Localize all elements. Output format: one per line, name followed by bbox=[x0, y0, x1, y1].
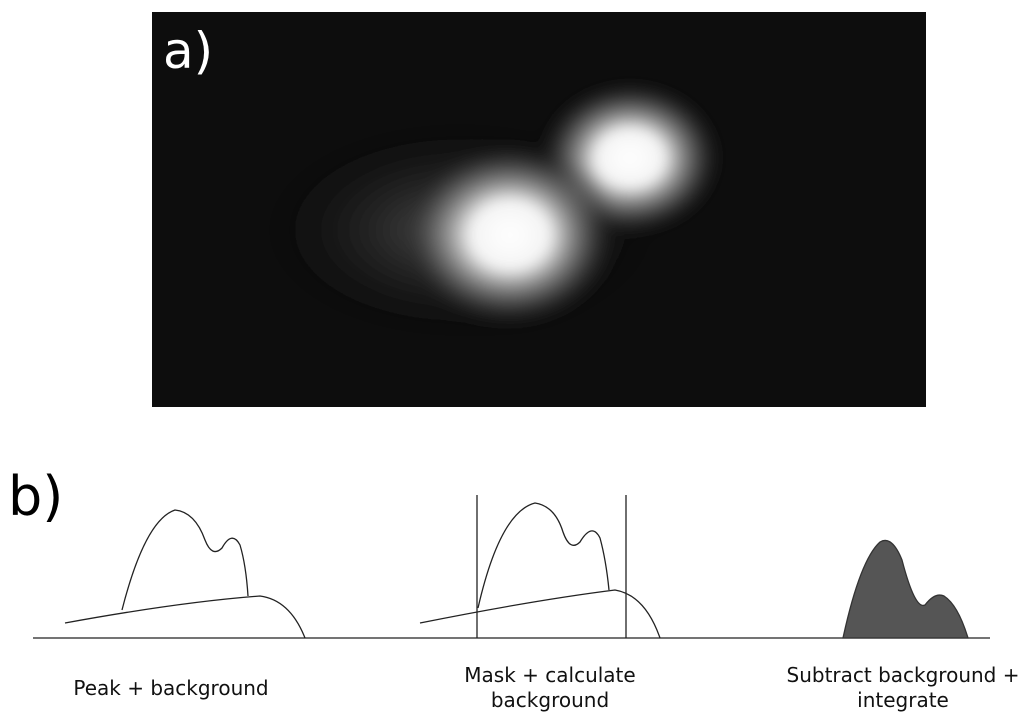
panel-label: a) bbox=[163, 22, 213, 80]
panel-label: b) bbox=[8, 465, 63, 528]
step-mask bbox=[420, 495, 660, 638]
peak-curve bbox=[478, 503, 609, 608]
caption: background bbox=[491, 688, 609, 712]
panel-b: b) bbox=[8, 465, 990, 638]
integrated-area bbox=[843, 540, 968, 638]
panel-a: a) bbox=[152, 12, 926, 407]
caption: Peak + background bbox=[73, 676, 268, 700]
background-curve bbox=[420, 590, 660, 638]
captions: Peak + background Mask + calculate backg… bbox=[73, 663, 1019, 712]
caption: integrate bbox=[857, 688, 949, 712]
peak-curve bbox=[122, 510, 248, 610]
caption: Mask + calculate bbox=[464, 663, 635, 687]
step-peak-background bbox=[65, 510, 305, 638]
background-curve bbox=[65, 596, 305, 638]
figure: a) b) Peak + background Mask + calculate… bbox=[0, 0, 1026, 713]
page: {"panel_a": {"label": "a)"}, "panel_b": … bbox=[0, 0, 1026, 713]
step-integrate bbox=[843, 540, 968, 638]
caption: Subtract background + bbox=[787, 663, 1020, 687]
